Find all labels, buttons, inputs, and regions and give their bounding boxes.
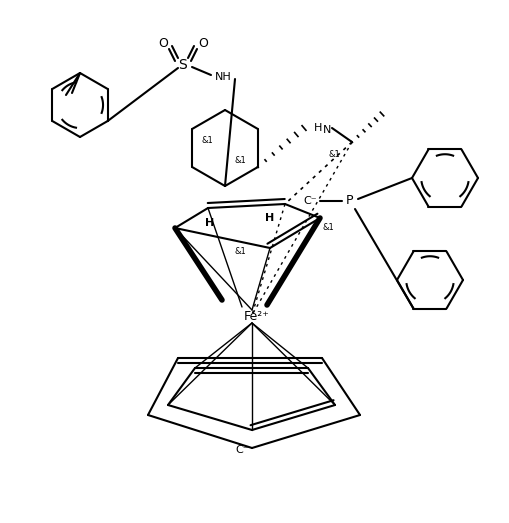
Text: &1: &1 bbox=[327, 150, 339, 158]
Text: H: H bbox=[205, 218, 214, 228]
Text: C⁻: C⁻ bbox=[302, 196, 316, 206]
Text: N: N bbox=[322, 125, 330, 135]
Text: &1: &1 bbox=[322, 223, 333, 233]
Text: O: O bbox=[197, 37, 208, 50]
Text: &1: &1 bbox=[201, 135, 212, 144]
Text: &1: &1 bbox=[234, 155, 245, 165]
Text: NH: NH bbox=[214, 72, 231, 82]
Text: O: O bbox=[158, 37, 167, 50]
Text: H: H bbox=[265, 213, 274, 223]
Text: Fe²⁺: Fe²⁺ bbox=[244, 311, 269, 324]
Text: H: H bbox=[313, 123, 322, 133]
Text: P: P bbox=[346, 195, 353, 208]
Text: C⁻: C⁻ bbox=[235, 445, 248, 455]
Text: S: S bbox=[178, 58, 187, 72]
Text: &1: &1 bbox=[234, 247, 245, 256]
